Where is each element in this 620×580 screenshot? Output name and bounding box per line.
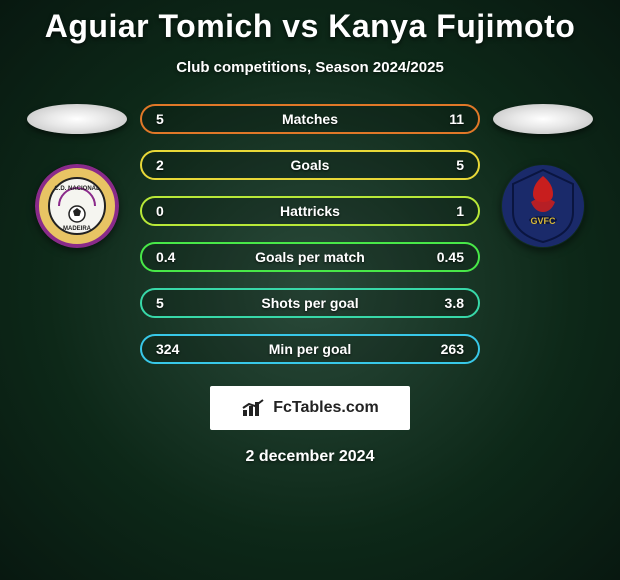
- right-side: GVFC: [488, 104, 598, 248]
- stat-row: 5Shots per goal3.8: [140, 288, 480, 318]
- stat-label: Shots per goal: [142, 295, 478, 311]
- stat-right-value: 5: [456, 157, 464, 173]
- chart-icon: [241, 398, 267, 418]
- brand-badge: FcTables.com: [210, 386, 410, 430]
- stat-row: 5Matches11: [140, 104, 480, 134]
- svg-text:MADEIRA: MADEIRA: [63, 226, 92, 232]
- stat-label: Goals: [142, 157, 478, 173]
- stat-left-value: 0.4: [156, 249, 175, 265]
- club-badge-right: GVFC: [501, 164, 585, 248]
- svg-text:C.D. NACIONAL: C.D. NACIONAL: [54, 186, 100, 192]
- stat-left-value: 5: [156, 111, 164, 127]
- stat-row: 0.4Goals per match0.45: [140, 242, 480, 272]
- stat-label: Min per goal: [142, 341, 478, 357]
- stats-column: 5Matches112Goals50Hattricks10.4Goals per…: [140, 104, 480, 364]
- stat-label: Hattricks: [142, 203, 478, 219]
- shield-icon: GVFC: [501, 164, 585, 248]
- stat-left-value: 0: [156, 203, 164, 219]
- brand-label: FcTables.com: [273, 399, 379, 417]
- stat-right-value: 1: [456, 203, 464, 219]
- stat-row: 324Min per goal263: [140, 334, 480, 364]
- svg-text:GVFC: GVFC: [530, 216, 556, 226]
- club-badge-left: C.D. NACIONAL MADEIRA: [35, 164, 119, 248]
- stat-right-value: 11: [449, 111, 464, 127]
- comparison-grid: C.D. NACIONAL MADEIRA 5Matches112Goals50…: [0, 104, 620, 364]
- stat-right-value: 3.8: [445, 295, 464, 311]
- page-subtitle: Club competitions, Season 2024/2025: [0, 59, 620, 76]
- stat-label: Matches: [142, 111, 478, 127]
- player-photo-placeholder-right: [493, 104, 593, 134]
- stat-left-value: 324: [156, 341, 179, 357]
- stat-row: 2Goals5: [140, 150, 480, 180]
- stat-right-value: 263: [441, 341, 464, 357]
- stat-label: Goals per match: [142, 249, 478, 265]
- page-title: Aguiar Tomich vs Kanya Fujimoto: [0, 0, 620, 45]
- shield-icon: C.D. NACIONAL MADEIRA: [35, 164, 119, 248]
- stat-right-value: 0.45: [437, 249, 464, 265]
- player-photo-placeholder-left: [27, 104, 127, 134]
- footer-date: 2 december 2024: [0, 448, 620, 466]
- stat-row: 0Hattricks1: [140, 196, 480, 226]
- stat-left-value: 5: [156, 295, 164, 311]
- stat-left-value: 2: [156, 157, 164, 173]
- left-side: C.D. NACIONAL MADEIRA: [22, 104, 132, 248]
